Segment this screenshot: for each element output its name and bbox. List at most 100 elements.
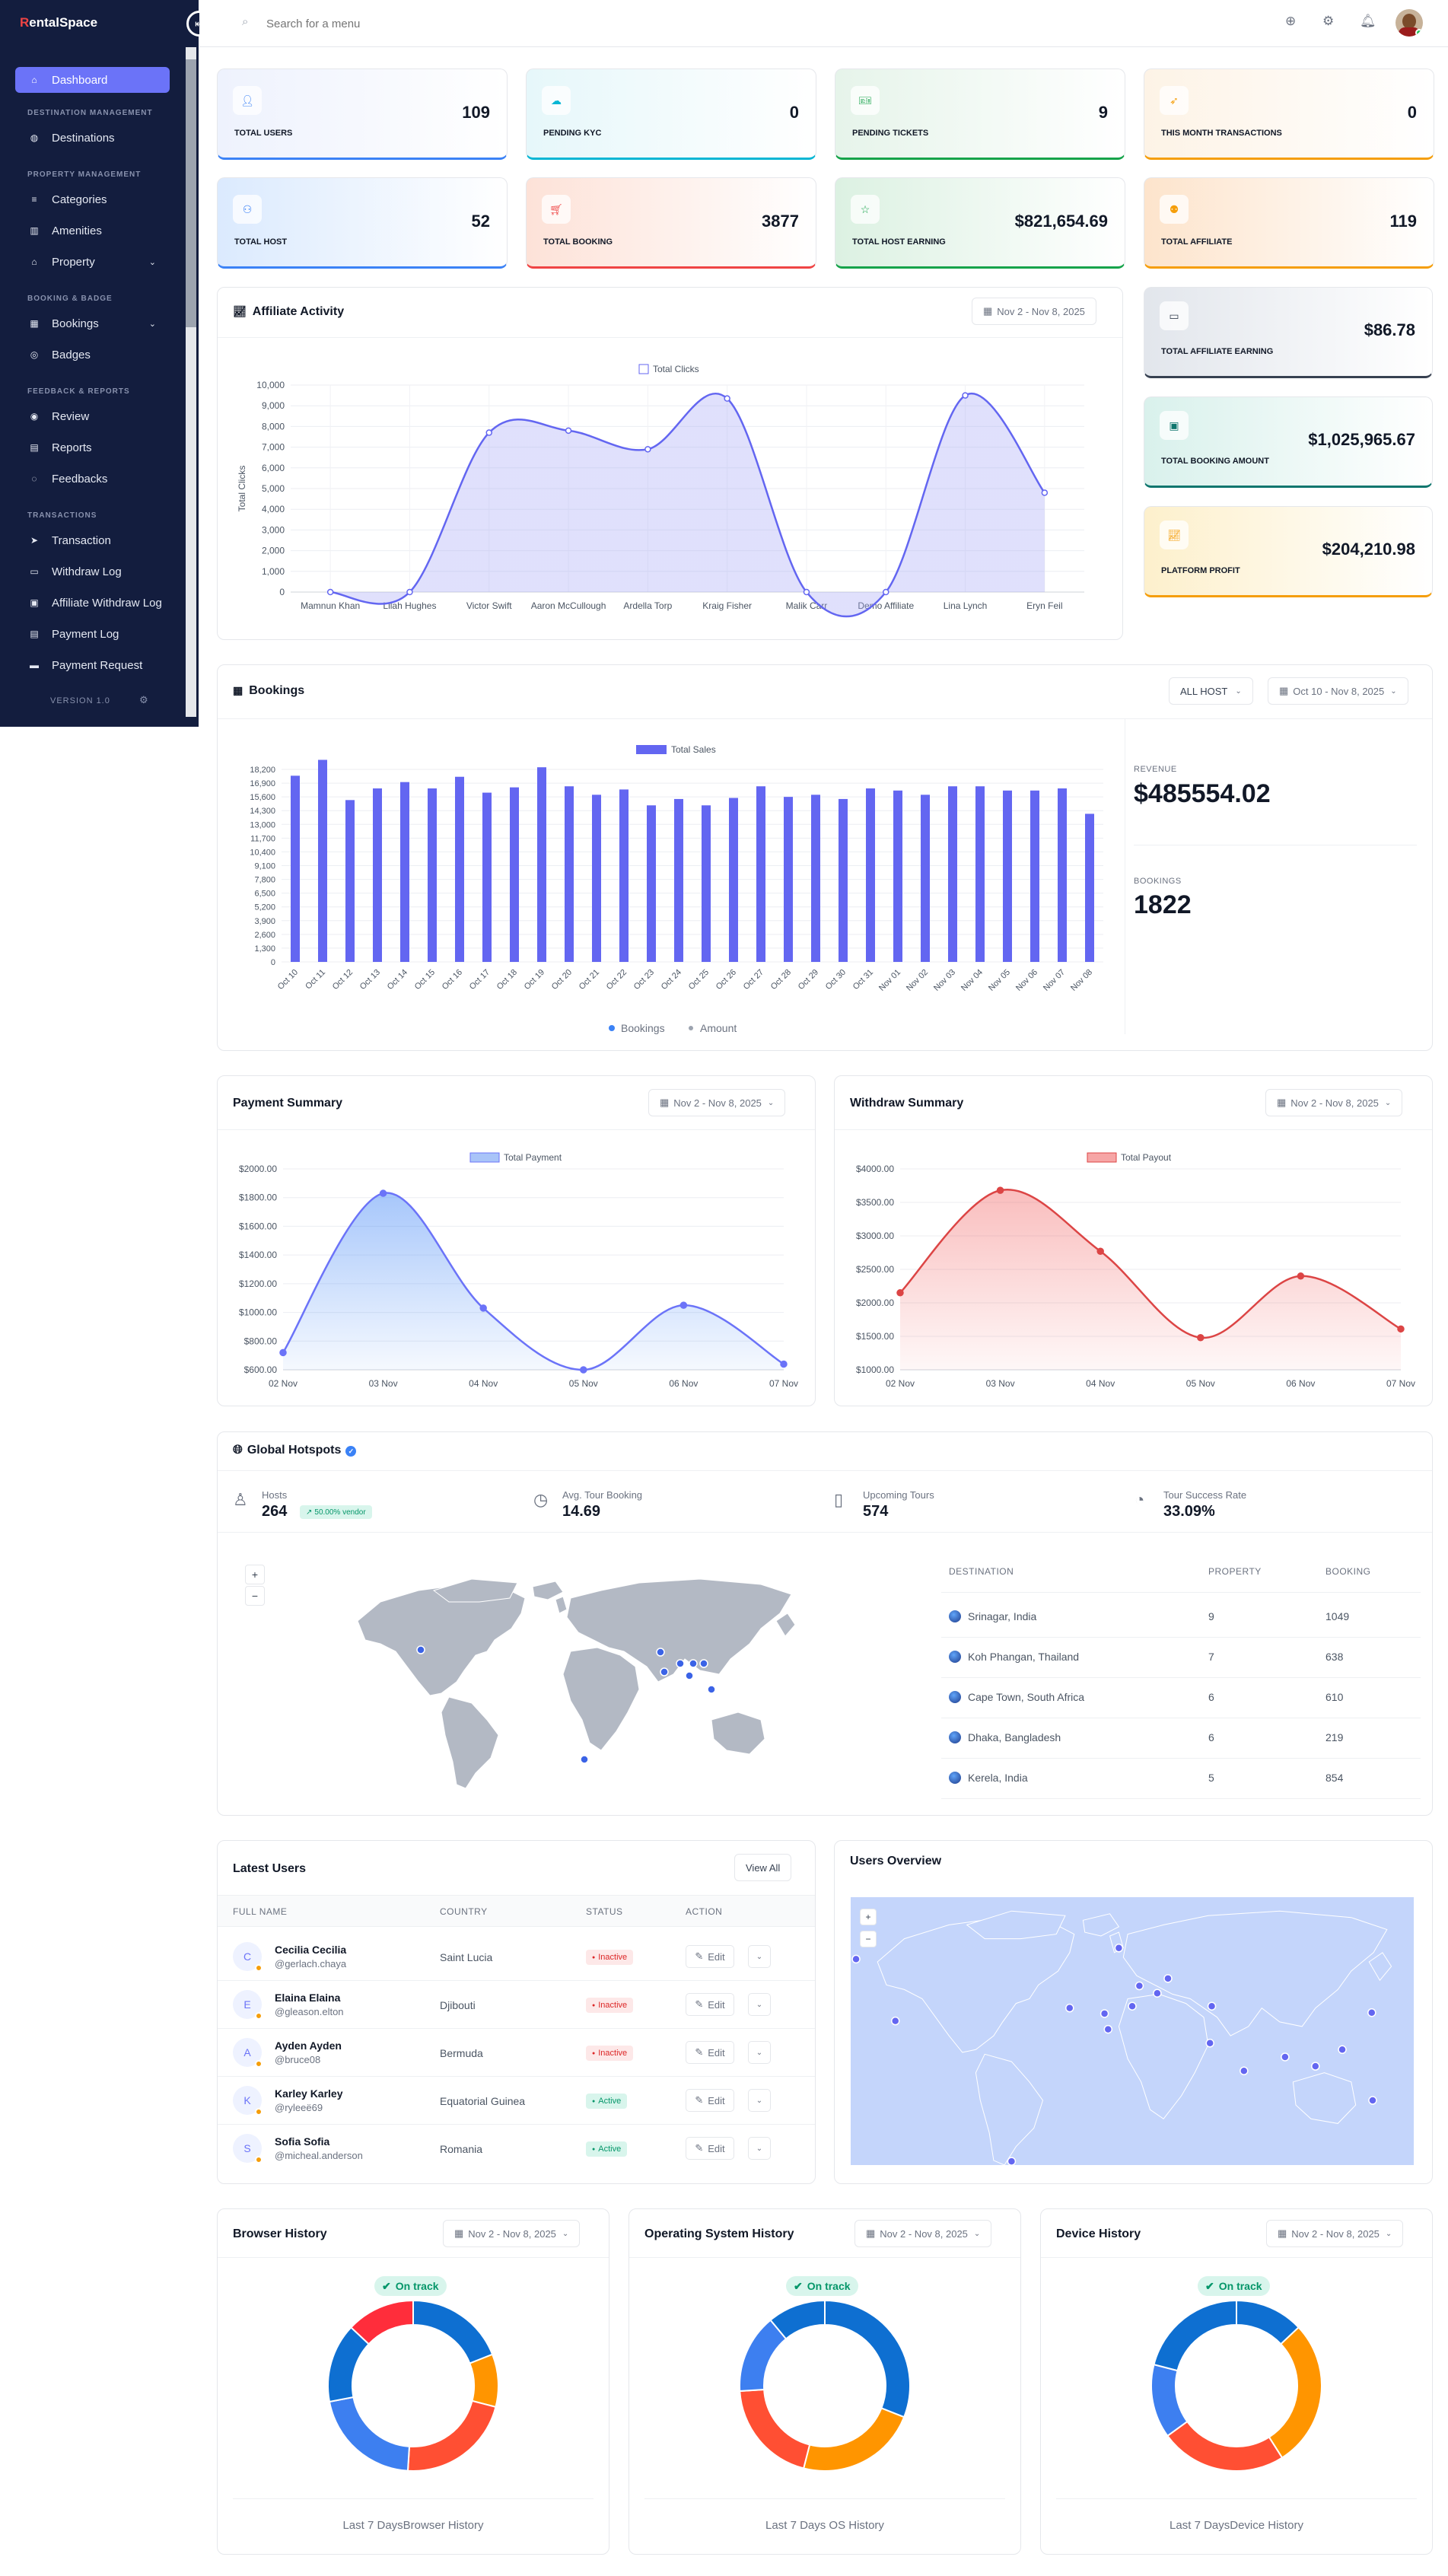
users-overview-map[interactable] [851,1897,1414,2165]
history-donut-chart[interactable] [1145,2291,1328,2473]
history-date-filter[interactable]: ▦ Nov 2 - Nov 8, 2025 ⌄ [1266,2220,1404,2247]
sidebar-item-payment-log[interactable]: ▤ Payment Log [15,623,170,645]
zoom-out-button[interactable]: − [245,1586,265,1606]
map-marker [890,2016,900,2026]
bookings-date-filter[interactable]: ▦ Oct 10 - Nov 8, 2025 ⌄ [1268,677,1408,705]
sidebar: RentalSpace ⌂ Dashboard DESTINATION MANAG… [0,0,199,727]
bar [702,805,711,962]
row-actions-dropdown[interactable]: ⌄ [748,2041,771,2064]
sidebar-item-badges[interactable]: ◎ Badges [15,343,170,366]
stat-card-platform-profit[interactable]: 📈︎ $204,210.98 PLATFORM PROFIT [1144,506,1433,597]
donut-slice [1268,2326,1322,2459]
sidebar-item-transaction[interactable]: ➤ Transaction [15,529,170,552]
y-tick-label: $2000.00 [239,1164,277,1174]
stat-card-total-host-earning[interactable]: ☆ $821,654.69 TOTAL HOST EARNING [835,177,1125,269]
history-donut-chart[interactable] [322,2291,504,2473]
overview-zoom-in-button[interactable]: + [860,1909,877,1925]
stat-card-this-month-transactions[interactable]: ➶ 0 THIS MONTH TRANSACTIONS [1144,68,1434,160]
history-donut-chart[interactable] [734,2291,916,2473]
bookings-count-value: 1822 [1134,890,1192,919]
affiliate-date-filter[interactable]: ▦ Nov 2 - Nov 8, 2025 [972,298,1096,325]
map-landmass [532,1581,564,1600]
y-tick-label: 1,000 [262,566,285,577]
zoom-in-button[interactable]: + [245,1565,265,1584]
x-tick-label: Oct 13 [358,968,382,992]
settings-icon[interactable]: ⚙ [1322,14,1335,28]
map-landmass [775,1613,796,1637]
hotspots-world-map[interactable] [335,1568,814,1788]
sidebar-item-categories[interactable]: ≡ Categories [15,188,170,211]
stat-card-total-affiliate[interactable]: ⚉ 119 TOTAL AFFILIATE [1144,177,1434,269]
payment-date-filter[interactable]: ▦ Nov 2 - Nov 8, 2025 ⌄ [648,1089,786,1116]
history-date-filter[interactable]: ▦ Nov 2 - Nov 8, 2025 ⌄ [854,2220,992,2247]
bell-icon[interactable]: 🔔︎ [1360,14,1376,28]
edit-button[interactable]: ✎ Edit [686,1993,734,2016]
stat-card-pending-tickets[interactable]: 🎫︎ 9 PENDING TICKETS [835,68,1125,160]
x-tick-label: Victor Swift [466,600,512,611]
avatar[interactable] [1395,9,1423,37]
cart-icon: 🛒︎ [542,195,571,224]
sidebar-item-reports[interactable]: ▤ Reports [15,436,170,459]
stat-card-total-host[interactable]: ⚇ 52 TOTAL HOST [217,177,508,269]
x-tick-label: 03 Nov [986,1378,1015,1389]
row-actions-dropdown[interactable]: ⌄ [748,1993,771,2016]
row-actions-dropdown[interactable]: ⌄ [748,2137,771,2160]
edit-button[interactable]: ✎ Edit [686,2137,734,2160]
gear-icon[interactable]: ⚙ [139,694,148,705]
bar [400,782,409,962]
sidebar-item-destinations[interactable]: ◍ Destinations [15,126,170,149]
sidebar-item-withdraw-log[interactable]: ▭ Withdraw Log [15,560,170,583]
sidebar-item-affiliate-withdraw-log[interactable]: ▣ Affiliate Withdraw Log [15,591,170,614]
stat-card-pending-kyc[interactable]: ☁ 0 PENDING KYC [526,68,816,160]
sidebar-item-property[interactable]: ⌂ Property ⌄ [15,250,170,273]
tablet-icon: ▯ [834,1490,844,1509]
x-tick-label: Oct 12 [331,968,355,992]
user-handle: @micheal.anderson [275,2150,363,2161]
person-icon: ♙ [233,1490,248,1509]
user-country: Equatorial Guinea [440,2095,526,2107]
map-landmass [441,1696,499,1788]
data-point [644,446,651,453]
y-tick-label: 5,000 [262,483,285,494]
stat-card-total-users[interactable]: 👤︎ 109 TOTAL USERS [217,68,508,160]
sidebar-item-review[interactable]: ◉ Review [15,405,170,428]
x-tick-label: 05 Nov [1186,1378,1215,1389]
stat-card-total-affiliate-earning[interactable]: ▭ $86.78 TOTAL AFFILIATE EARNING [1144,287,1433,378]
sidebar-scrollbar-thumb[interactable] [186,59,196,327]
host-filter-select[interactable]: ALL HOST ⌄ [1169,677,1253,705]
chevron-down-icon: ⌄ [1235,686,1242,696]
review-icon: ◉ [30,411,39,422]
sidebar-item-amenities[interactable]: ▥ Amenities [15,219,170,242]
sidebar-item-bookings[interactable]: ▦ Bookings ⌄ [15,312,170,335]
y-tick-label: $1500.00 [856,1331,894,1342]
status-badge: ● Inactive [586,2046,634,2061]
language-icon[interactable]: ⊕ [1285,14,1297,28]
x-tick-label: Oct 15 [413,968,437,992]
view-all-button[interactable]: View All [734,1854,792,1881]
overview-zoom-out-button[interactable]: − [860,1931,877,1947]
sidebar-item-payment-request[interactable]: ▬ Payment Request [15,654,170,677]
image-icon: ▣ [1160,411,1189,440]
row-actions-dropdown[interactable]: ⌄ [748,2089,771,2112]
sidebar-item-feedbacks[interactable]: ◌ Feedbacks [15,467,170,490]
calendar-icon: ▦ [1279,685,1289,696]
app-logo[interactable]: RentalSpace [20,15,98,30]
history-date-filter[interactable]: ▦ Nov 2 - Nov 8, 2025 ⌄ [443,2220,581,2247]
stat-card-total-booking[interactable]: 🛒︎ 3877 TOTAL BOOKING [526,177,816,269]
stat-card-total-booking-amount[interactable]: ▣ $1,025,965.67 TOTAL BOOKING AMOUNT [1144,396,1433,488]
row-actions-dropdown[interactable]: ⌄ [748,1945,771,1968]
status-badge: ● Inactive [586,1950,634,1965]
edit-button[interactable]: ✎ Edit [686,1945,734,1968]
legend-label: Total Payment [504,1152,562,1163]
edit-button[interactable]: ✎ Edit [686,2041,734,2064]
affiliate-activity-chart: 0 1,000 2,000 3,000 4,000 5,000 6,000 7,000 8,00… [237,364,1084,618]
map-landmass [1292,2072,1357,2124]
kpi-label: Avg. Tour Booking [562,1489,643,1501]
search-input[interactable] [266,14,571,33]
withdraw-date-filter[interactable]: ▦ Nov 2 - Nov 8, 2025 ⌄ [1265,1089,1403,1116]
location-thumbnail [949,1651,961,1663]
sidebar-item-dashboard[interactable]: ⌂ Dashboard [15,67,170,93]
data-point [1041,489,1049,496]
series-line [330,392,1045,618]
edit-button[interactable]: ✎ Edit [686,2089,734,2112]
